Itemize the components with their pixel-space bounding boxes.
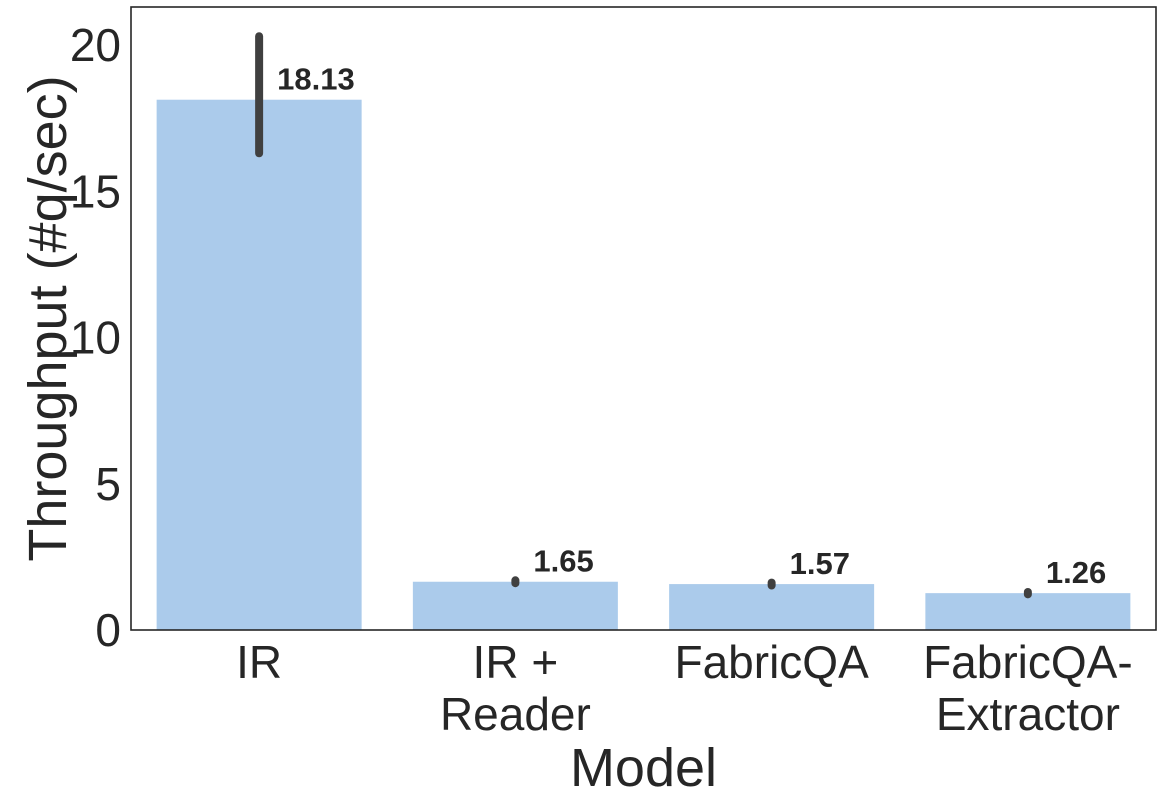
x-tick-label: FabricQA (674, 636, 869, 688)
y-tick-label: 15 (70, 165, 121, 217)
y-tick-label: 0 (95, 604, 121, 656)
bar (669, 584, 875, 630)
bar (925, 593, 1131, 630)
bar (156, 99, 362, 631)
value-label: 1.65 (533, 544, 593, 579)
x-tick-label: FabricQA- (923, 636, 1133, 688)
y-tick-label: 10 (70, 312, 121, 364)
x-ticks-layer: IR IR +Reader FabricQA FabricQA-Extractor (236, 636, 1133, 740)
value-label: 1.26 (1046, 555, 1106, 590)
y-ticks-layer: 0 5 10 15 20 (70, 19, 121, 656)
x-tick-label: IR + (473, 636, 559, 688)
plot-frame (130, 6, 1157, 631)
x-tick-label: Extractor (936, 688, 1120, 740)
y-tick-label: 20 (70, 19, 121, 71)
bars-layer (156, 99, 1131, 631)
value-labels-layer: 18.13 1.65 1.57 1.26 (277, 62, 1106, 590)
x-axis-label: Model (570, 738, 717, 798)
bar (412, 581, 618, 630)
y-tick-label: 5 (95, 458, 121, 510)
value-label: 1.57 (790, 546, 850, 581)
x-tick-label: IR (236, 636, 282, 688)
y-axis-label: Throughput (#q/sec) (18, 75, 78, 561)
error-bars-layer (255, 32, 1032, 599)
x-tick-label: Reader (440, 688, 591, 740)
value-label: 18.13 (277, 62, 355, 97)
